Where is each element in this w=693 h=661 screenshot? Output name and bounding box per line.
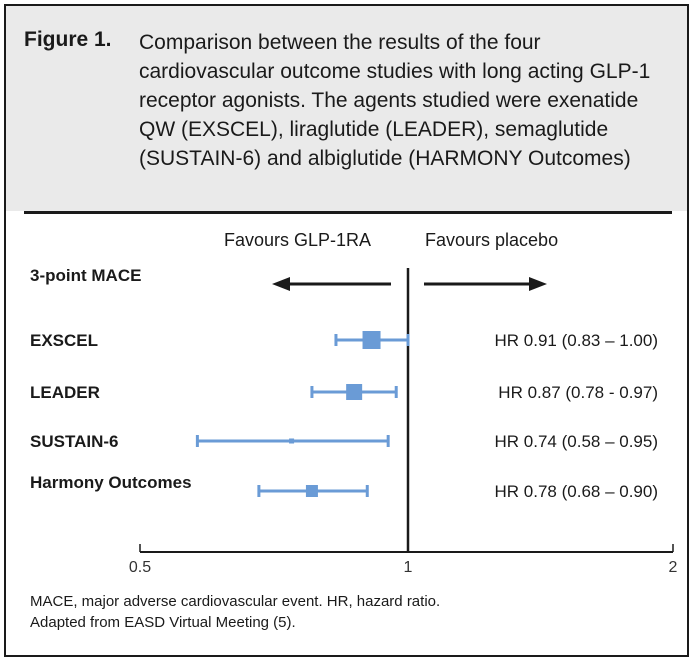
- hr-marker: [362, 331, 381, 349]
- hr-marker: [346, 384, 363, 400]
- hr-label: HR 0.74 (0.58 – 0.95): [495, 432, 658, 451]
- hr-marker: [289, 438, 295, 444]
- study-row-sustain-6: SUSTAIN-6 HR 0.74 (0.58 – 0.95): [30, 432, 658, 451]
- study-row-harmony-outcomes: Harmony Outcomes HR 0.78 (0.68 – 0.90): [30, 473, 658, 501]
- outcome-label: 3-point MACE: [30, 266, 141, 285]
- x-tick-label-0: 0.5: [129, 559, 151, 576]
- study-name: LEADER: [30, 383, 100, 402]
- hr-marker: [305, 485, 318, 497]
- hr-label: HR 0.87 (0.78 - 0.97): [498, 383, 658, 402]
- hr-label: HR 0.78 (0.68 – 0.90): [495, 482, 658, 501]
- study-name: SUSTAIN-6: [30, 432, 118, 451]
- figure-label: Figure 1.: [24, 28, 112, 51]
- figure-caption: Comparison between the results of the fo…: [139, 31, 651, 170]
- footnote: MACE, major adverse cardiovascular event…: [30, 591, 670, 633]
- study-name: Harmony Outcomes: [30, 473, 192, 492]
- figure-header: Figure 1. Comparison between the results…: [6, 6, 687, 211]
- footnote-line-1: MACE, major adverse cardiovascular event…: [30, 593, 441, 610]
- forest-plot: Favours GLP-1RA Favours placebo 3-point …: [30, 230, 678, 576]
- left-arrow-head: [272, 277, 290, 291]
- study-name: EXSCEL: [30, 331, 98, 350]
- hr-label: HR 0.91 (0.83 – 1.00): [495, 331, 658, 350]
- header-divider: [24, 211, 672, 214]
- favours-left-label: Favours GLP-1RA: [224, 230, 371, 250]
- favours-right-label: Favours placebo: [425, 230, 558, 250]
- study-row-exscel: EXSCEL HR 0.91 (0.83 – 1.00): [30, 331, 658, 350]
- study-row-leader: LEADER HR 0.87 (0.78 - 0.97): [30, 383, 658, 402]
- right-arrow-head: [529, 277, 547, 291]
- x-tick-label-2: 2: [669, 559, 678, 576]
- footnote-line-2: Adapted from EASD Virtual Meeting (5).: [30, 614, 296, 631]
- figure-frame: Figure 1. Comparison between the results…: [4, 4, 689, 657]
- x-tick-label-1: 1: [404, 559, 413, 576]
